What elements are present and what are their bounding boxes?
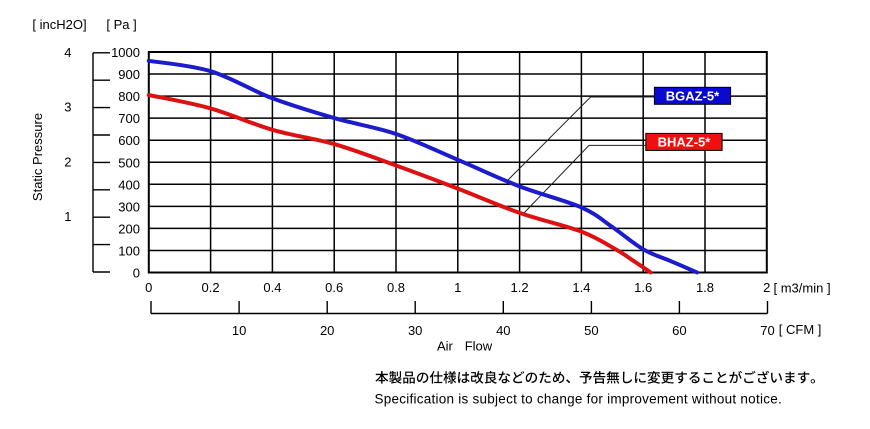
svg-text:1.4: 1.4	[572, 280, 590, 295]
svg-text:40: 40	[496, 323, 510, 338]
svg-text:1.8: 1.8	[696, 280, 714, 295]
svg-text:20: 20	[320, 323, 334, 338]
svg-text:2: 2	[64, 154, 71, 169]
svg-text:400: 400	[118, 177, 140, 192]
svg-text:2: 2	[763, 280, 770, 295]
svg-text:900: 900	[118, 67, 140, 82]
svg-text:1.2: 1.2	[511, 280, 529, 295]
svg-text:100: 100	[118, 243, 140, 258]
svg-text:[ Pa ]: [ Pa ]	[106, 17, 136, 32]
svg-text:Static Pressure: Static Pressure	[30, 113, 45, 201]
svg-text:500: 500	[118, 155, 140, 170]
svg-text:50: 50	[584, 323, 598, 338]
svg-text:60: 60	[672, 323, 686, 338]
svg-text:1.6: 1.6	[634, 280, 652, 295]
svg-text:Air: Air	[437, 339, 454, 354]
svg-text:[ CFM ]: [ CFM ]	[779, 322, 822, 337]
svg-text:1000: 1000	[111, 45, 140, 60]
svg-text:[ m3/min ]: [ m3/min ]	[774, 280, 831, 295]
svg-text:0.4: 0.4	[263, 280, 281, 295]
svg-text:BGAZ-5*: BGAZ-5*	[666, 88, 720, 103]
svg-text:1: 1	[454, 280, 461, 295]
svg-text:4: 4	[64, 45, 71, 60]
svg-text:Specification is subject to ch: Specification is subject to change for i…	[375, 392, 782, 407]
svg-text:600: 600	[118, 133, 140, 148]
svg-text:[ incH2O]: [ incH2O]	[32, 17, 86, 32]
svg-text:0: 0	[133, 266, 140, 281]
svg-text:0: 0	[145, 280, 152, 295]
svg-text:800: 800	[118, 89, 140, 104]
svg-text:BHAZ-5*: BHAZ-5*	[658, 135, 712, 150]
svg-text:700: 700	[118, 111, 140, 126]
svg-text:3: 3	[64, 100, 71, 115]
svg-text:Flow: Flow	[465, 339, 493, 354]
svg-text:1: 1	[64, 209, 71, 224]
svg-text:0.6: 0.6	[325, 280, 343, 295]
svg-text:30: 30	[408, 323, 422, 338]
svg-text:10: 10	[232, 323, 246, 338]
svg-text:70: 70	[760, 323, 774, 338]
svg-text:300: 300	[118, 199, 140, 214]
svg-text:0.8: 0.8	[387, 280, 405, 295]
svg-text:200: 200	[118, 221, 140, 236]
svg-text:0.2: 0.2	[202, 280, 220, 295]
